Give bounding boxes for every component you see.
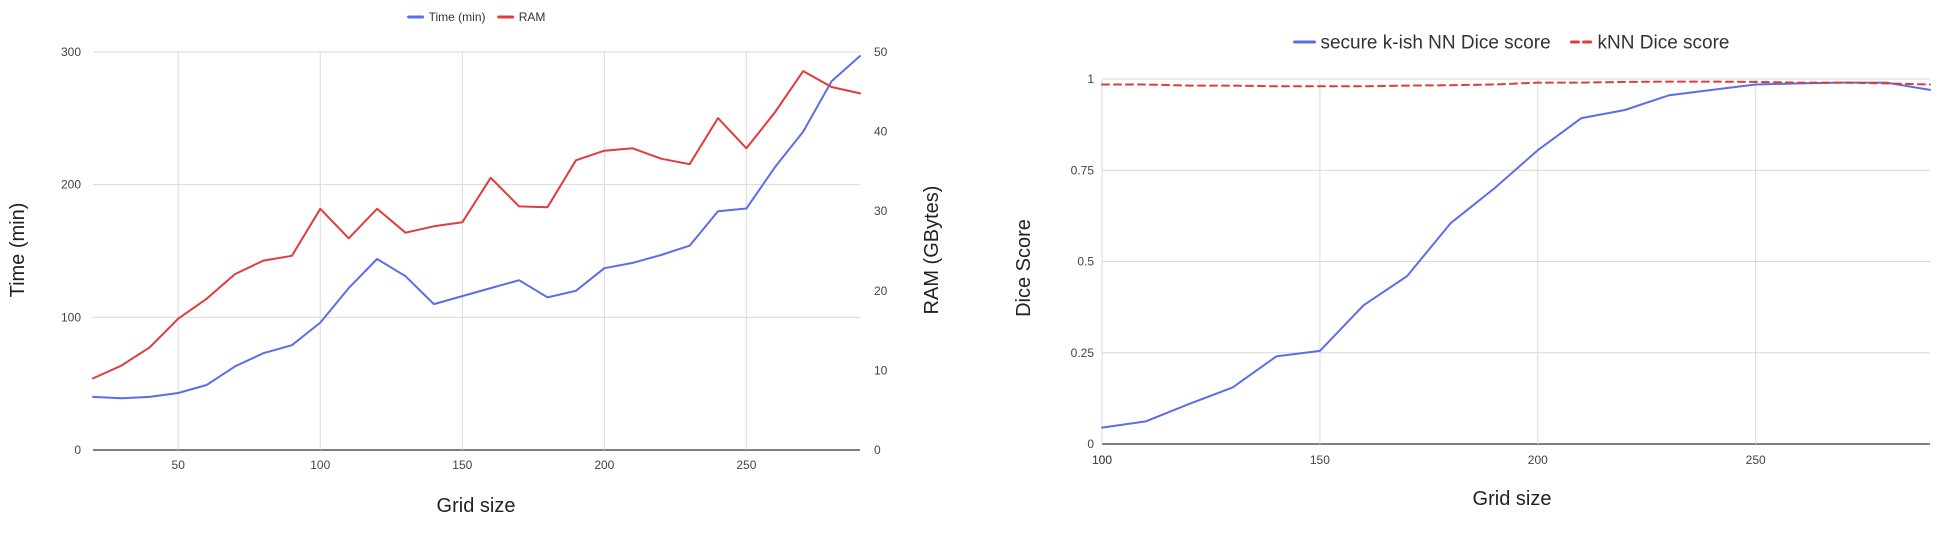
x-tick-label: 150 bbox=[452, 458, 472, 472]
x-axis-title: Grid size bbox=[1473, 488, 1552, 510]
y-tick-label: 0.5 bbox=[1077, 255, 1094, 269]
series-line-1 bbox=[1101, 81, 1931, 429]
y2-axis-title: RAM (GBytes) bbox=[921, 186, 943, 315]
y-tick-label: 0.25 bbox=[1071, 346, 1095, 360]
legend: secure k-ish NN Dice score kNN Dice score bbox=[1292, 33, 1730, 54]
x-tick-label: 150 bbox=[1310, 453, 1330, 467]
series-line-1 bbox=[92, 55, 861, 400]
y2-tick-label: 30 bbox=[874, 204, 888, 218]
x-tick-label: 100 bbox=[310, 458, 330, 472]
x-tick-label: 200 bbox=[594, 458, 614, 472]
y2-tick-label: 40 bbox=[874, 125, 888, 139]
legend-label: secure k-ish NN Dice score bbox=[1320, 33, 1550, 54]
legend-label: Time (min) bbox=[429, 10, 486, 24]
x-tick-label: 50 bbox=[172, 458, 186, 472]
y2-tick-label: 20 bbox=[874, 284, 888, 298]
x-tick-label: 200 bbox=[1528, 453, 1548, 467]
series-line-2 bbox=[92, 70, 861, 380]
y-tick-label: 0.75 bbox=[1071, 163, 1095, 177]
legend: Time (min) RAM bbox=[407, 10, 546, 24]
x-tick-label: 250 bbox=[1746, 453, 1766, 467]
y2-tick-label: 50 bbox=[874, 45, 888, 59]
y-tick-label: 0 bbox=[74, 443, 81, 457]
x-tick-label: 250 bbox=[736, 458, 756, 472]
y-tick-label: 300 bbox=[61, 45, 81, 59]
legend-label: kNN Dice score bbox=[1598, 33, 1730, 54]
series-line-2 bbox=[1101, 80, 1931, 88]
x-tick-label: 100 bbox=[1092, 453, 1112, 467]
x-tick-label: 100 bbox=[1092, 453, 1112, 467]
chart-1: 50 100 150 200 250 0 100 200 300 0 10 20 30 40 50 Grid … bbox=[7, 10, 943, 517]
x-axis-title: Grid size bbox=[437, 495, 516, 517]
y2-tick-label: 10 bbox=[874, 363, 888, 377]
y-axis-title: Time (min) bbox=[7, 203, 29, 298]
y-tick-label: 100 bbox=[61, 310, 81, 324]
y-axis-title: Dice Score bbox=[1013, 219, 1035, 317]
y2-tick-label: 0 bbox=[874, 443, 881, 457]
y-tick-label: 200 bbox=[61, 178, 81, 192]
y-tick-label: 0 bbox=[1087, 437, 1094, 451]
legend-label: RAM bbox=[519, 10, 546, 24]
y-tick-label: 1 bbox=[1087, 72, 1094, 86]
